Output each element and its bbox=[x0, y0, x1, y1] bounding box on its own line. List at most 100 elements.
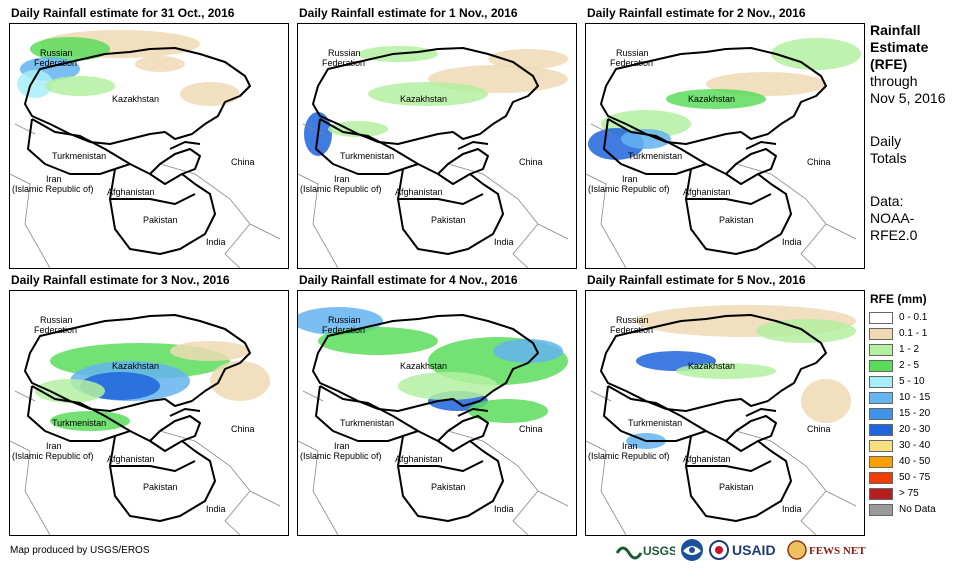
caption-through: through bbox=[870, 73, 918, 89]
region-map-svg: Russian Federation Kazakhstan Turkmenist… bbox=[298, 46, 569, 268]
caption-date: Nov 5, 2016 bbox=[870, 90, 946, 106]
label-pakistan: Pakistan bbox=[143, 482, 178, 492]
rainfall-patch bbox=[368, 82, 488, 106]
region-map-svg: Russian Federation Kazakhstan Turkmenist… bbox=[298, 307, 569, 535]
label-pakistan: Pakistan bbox=[719, 215, 754, 225]
map-frame: Russian Federation Kazakhstan Turkmenist… bbox=[585, 290, 865, 536]
label-russia-2: Federation bbox=[610, 58, 653, 68]
region-outline bbox=[24, 47, 251, 255]
rainfall-layer bbox=[588, 38, 861, 160]
usaid-seal bbox=[709, 537, 729, 563]
legend-swatch bbox=[869, 488, 893, 500]
label-china: China bbox=[231, 157, 255, 167]
map-frame: Russian Federation Kazakhstan Turkmenist… bbox=[9, 23, 289, 269]
legend-label: 50 - 75 bbox=[899, 472, 931, 483]
rainfall-patch bbox=[468, 399, 548, 423]
label-china: China bbox=[807, 157, 831, 167]
region-map-svg: Russian Federation Kazakhstan Turkmenist… bbox=[10, 314, 281, 535]
label-afghanistan: Afghanistan bbox=[107, 187, 155, 197]
noaa-logo bbox=[679, 537, 705, 563]
region-outline bbox=[312, 314, 539, 522]
label-russia-1: Russian bbox=[328, 48, 361, 58]
label-iran-2: (Islamic Republic of) bbox=[588, 451, 670, 461]
usaid-seal-mark bbox=[709, 540, 729, 560]
rainfall-patch bbox=[17, 70, 53, 98]
rainfall-patch bbox=[398, 372, 498, 400]
legend-swatch bbox=[869, 392, 893, 404]
legend-label: 0.1 - 1 bbox=[899, 328, 928, 339]
panel-title: Daily Rainfall estimate for 1 Nov., 2016 bbox=[299, 6, 518, 20]
label-china: China bbox=[519, 424, 543, 434]
neighbor-borders bbox=[10, 390, 281, 535]
map-panel-nov3: Daily Rainfall estimate for 3 Nov., 2016… bbox=[9, 273, 299, 536]
label-turkmenistan: Turkmenistan bbox=[628, 151, 682, 161]
usaid-logo-mark: USAID bbox=[732, 542, 776, 558]
svg-text:USGS: USGS bbox=[643, 544, 675, 558]
label-russia-1: Russian bbox=[616, 48, 649, 58]
caption-daily: Daily bbox=[870, 133, 902, 149]
label-iran-2: (Islamic Republic of) bbox=[588, 184, 670, 194]
rainfall-patch bbox=[771, 38, 861, 70]
legend-label: 5 - 10 bbox=[899, 376, 925, 387]
label-turkmenistan: Turkmenistan bbox=[628, 418, 682, 428]
label-iran-2: (Islamic Republic of) bbox=[300, 184, 382, 194]
legend-label: 30 - 40 bbox=[899, 440, 931, 451]
label-iran-1: Iran bbox=[622, 174, 638, 184]
label-russia-2: Federation bbox=[322, 325, 365, 335]
label-afghanistan: Afghanistan bbox=[683, 454, 731, 464]
map-frame: Russian Federation Kazakhstan Turkmenist… bbox=[585, 23, 865, 269]
rainfall-patch bbox=[180, 82, 240, 106]
legend-label: 2 - 5 bbox=[899, 360, 920, 371]
legend-swatch bbox=[869, 440, 893, 452]
rainfall-patch bbox=[170, 341, 250, 361]
region-outline bbox=[600, 47, 827, 255]
legend-swatch bbox=[869, 504, 893, 516]
caption-totals: Totals bbox=[870, 150, 907, 166]
legend-swatch bbox=[869, 312, 893, 324]
rainfall-patch bbox=[45, 76, 115, 96]
map-panel-oct31: Daily Rainfall estimate for 31 Oct., 201… bbox=[9, 6, 299, 269]
fewsnet-logo-mark: FEWS NET bbox=[787, 540, 866, 560]
label-india: India bbox=[782, 237, 802, 247]
label-kazakhstan: Kazakhstan bbox=[688, 361, 735, 371]
label-india: India bbox=[782, 504, 802, 514]
label-turkmenistan: Turkmenistan bbox=[52, 418, 106, 428]
label-iran-1: Iran bbox=[334, 441, 350, 451]
panel-title: Daily Rainfall estimate for 31 Oct., 201… bbox=[11, 6, 235, 20]
label-india: India bbox=[494, 504, 514, 514]
region-outline bbox=[312, 47, 539, 255]
noaa-logo-mark bbox=[681, 539, 703, 561]
map-panel-nov2: Daily Rainfall estimate for 2 Nov., 2016… bbox=[585, 6, 875, 269]
rainfall-layer bbox=[298, 307, 568, 423]
neighbor-borders bbox=[586, 390, 857, 535]
label-turkmenistan: Turkmenistan bbox=[340, 418, 394, 428]
rainfall-patch bbox=[488, 49, 568, 69]
label-pakistan: Pakistan bbox=[719, 482, 754, 492]
label-india: India bbox=[206, 237, 226, 247]
label-iran-1: Iran bbox=[334, 174, 350, 184]
rainfall-patch bbox=[35, 379, 105, 403]
label-china: China bbox=[231, 424, 255, 434]
label-russia-2: Federation bbox=[322, 58, 365, 68]
legend-swatch bbox=[869, 376, 893, 388]
region-outline bbox=[24, 314, 251, 522]
region-map-svg: Russian Federation Kazakhstan Turkmenist… bbox=[10, 30, 281, 268]
label-iran-2: (Islamic Republic of) bbox=[12, 451, 94, 461]
rainfall-patch bbox=[756, 319, 856, 343]
map-panel-nov1: Daily Rainfall estimate for 1 Nov., 2016… bbox=[297, 6, 587, 269]
neighbor-borders bbox=[586, 123, 857, 268]
panel-title: Daily Rainfall estimate for 5 Nov., 2016 bbox=[587, 273, 806, 287]
panel-title: Daily Rainfall estimate for 3 Nov., 2016 bbox=[11, 273, 230, 287]
usgs-logo: USGS bbox=[615, 537, 675, 563]
label-pakistan: Pakistan bbox=[431, 215, 466, 225]
label-china: China bbox=[519, 157, 543, 167]
legend-label: > 75 bbox=[899, 488, 919, 499]
usgs-logo-mark: USGS bbox=[615, 544, 675, 560]
label-afghanistan: Afghanistan bbox=[683, 187, 731, 197]
rainfall-patch bbox=[676, 363, 776, 379]
label-kazakhstan: Kazakhstan bbox=[400, 94, 447, 104]
label-turkmenistan: Turkmenistan bbox=[52, 151, 106, 161]
label-kazakhstan: Kazakhstan bbox=[112, 361, 159, 371]
neighbor-borders bbox=[10, 123, 281, 268]
label-iran-1: Iran bbox=[622, 441, 638, 451]
